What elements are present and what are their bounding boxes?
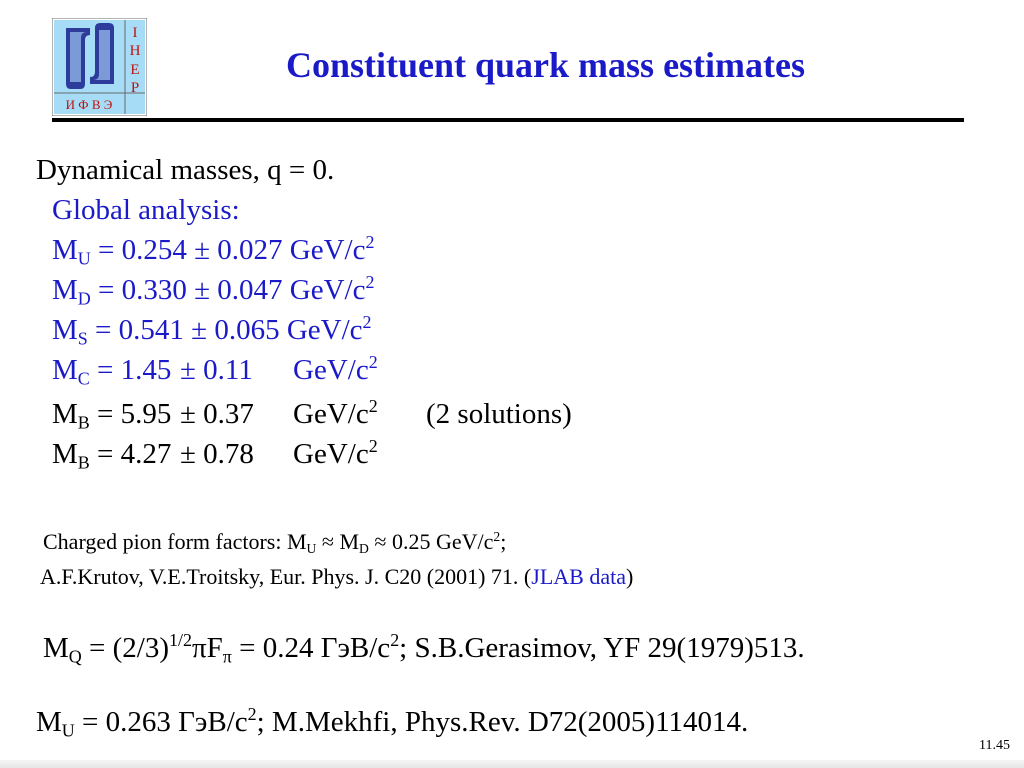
mass-row-b1: MB = 5.95 ± 0.37 GeV/c2 (2 solutions) [52, 396, 572, 433]
title-divider [52, 118, 964, 122]
logo-cyrillic: И Ф В Э [66, 97, 113, 112]
jlab-data-link[interactable]: JLAB data [531, 564, 626, 589]
two-solutions-note: (2 solutions) [426, 398, 572, 430]
ihep-logo: I H E P И Ф В Э [52, 18, 147, 116]
mass-row-c: MC = 1.45 ± 0.11 GeV/c2 [52, 352, 378, 389]
pion-form-factors-line: Charged pion form factors: MU ≈ MD ≈ 0.2… [43, 528, 507, 557]
mq-gerasimov-line: MQ = (2/3)1/2πFπ = 0.24 ГэВ/c2; S.B.Gera… [43, 630, 805, 667]
logo-letter-p: P [131, 80, 139, 96]
slide-title: Constituent quark mass estimates [286, 45, 806, 85]
dynamical-masses-heading: Dynamical masses, q = 0. [36, 154, 335, 186]
global-analysis-label: Global analysis: [52, 194, 240, 226]
logo-letter-e: E [130, 62, 139, 78]
mass-row-u: MU = 0.254 ± 0.027 GeV/c2 [52, 232, 375, 269]
mass-row-b2: MB = 4.27 ± 0.78 GeV/c2 [52, 436, 378, 473]
mass-row-s: MS = 0.541 ± 0.065 GeV/c2 [52, 312, 372, 349]
bottom-band [0, 760, 1024, 768]
krutov-reference: A.F.Krutov, V.E.Troitsky, Eur. Phys. J. … [40, 564, 634, 589]
mu-mekhfi-line: MU = 0.263 ГэВ/c2; M.Mekhfi, Phys.Rev. D… [36, 704, 749, 741]
slide-number: 11.45 [979, 738, 1010, 753]
mass-row-d: MD = 0.330 ± 0.047 GeV/c2 [52, 272, 375, 309]
logo-letter-h: H [130, 43, 141, 59]
logo-letter-i: I [133, 25, 138, 41]
